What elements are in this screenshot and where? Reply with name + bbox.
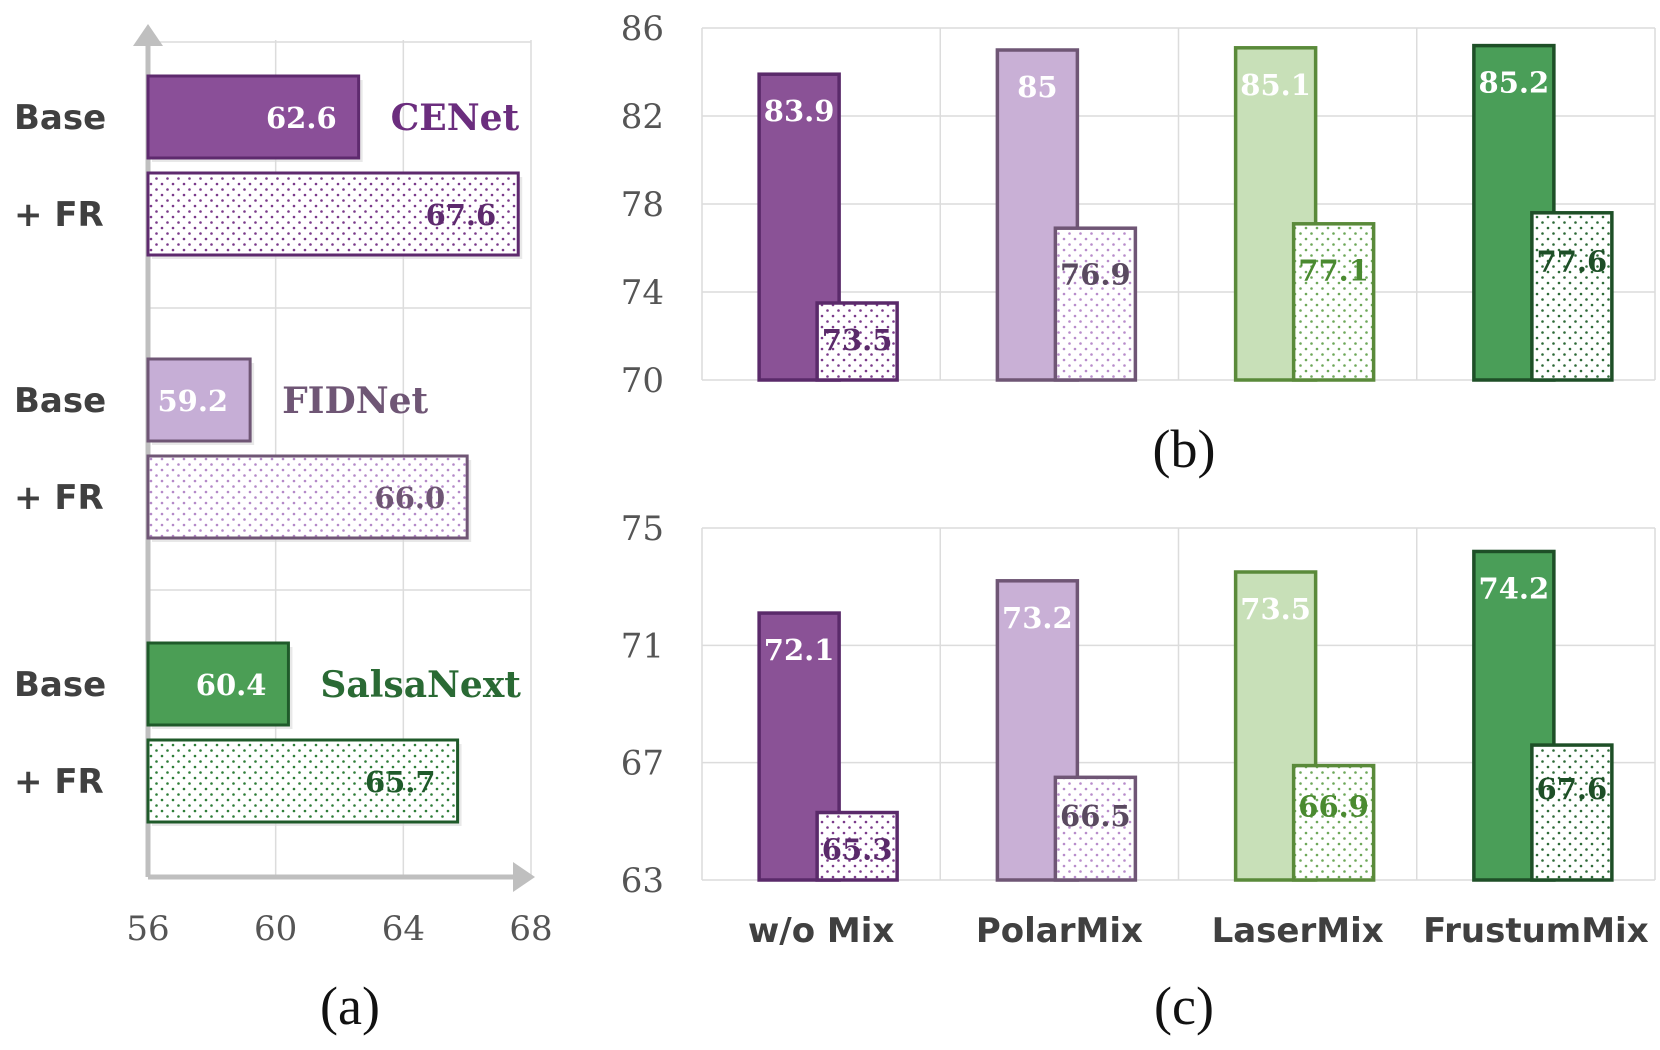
chart-a: 56 60 64 68 62.6 Base 67.6 + FR CENet 59.2 Base 66.… <box>14 24 553 1036</box>
row-label-a: Base <box>14 98 106 138</box>
y-tick-label-b: 70 <box>621 361 664 401</box>
model-label-fidnet: FIDNet <box>282 380 428 422</box>
category-label: LaserMix <box>1212 911 1384 951</box>
x-tick-label-a: 56 <box>126 909 169 949</box>
x-axis-arrow <box>513 862 535 892</box>
category-label: FrustumMix <box>1423 911 1649 951</box>
data-label-a: 67.6 <box>426 198 497 232</box>
x-tick-label-a: 64 <box>382 909 425 949</box>
row-label-a: Base <box>14 381 106 421</box>
x-tick-label-a: 68 <box>509 909 552 949</box>
bar-a-salsanext-fr <box>146 738 460 824</box>
bar-b-3-fr <box>1530 211 1614 382</box>
y-tick-label-c: 71 <box>621 626 664 666</box>
bar-c-0-fr <box>815 810 899 882</box>
row-label-a: + FR <box>14 478 104 518</box>
bar-b-0-fr <box>815 301 899 382</box>
chart-b: 86 82 78 74 70 83.9 73.5 85 76.9 85.1 77.1 85.2 77.6… <box>621 9 1656 479</box>
bar-a-cenet-fr <box>146 171 520 257</box>
y-tick-label-b: 82 <box>621 97 664 137</box>
y-tick-label-c: 75 <box>621 509 664 549</box>
data-label-b: 77.1 <box>1298 254 1369 288</box>
panel-label-b: (b) <box>1153 419 1216 479</box>
bar-c-2-fr <box>1291 763 1376 882</box>
bar-a-fidnet-fr <box>146 454 469 540</box>
panel-label-c: (c) <box>1154 976 1214 1036</box>
y-axis-arrow <box>133 24 163 46</box>
data-label-c: 74.2 <box>1479 571 1550 605</box>
data-label-b: 76.9 <box>1060 257 1131 291</box>
data-label-b: 85 <box>1017 70 1057 104</box>
y-tick-label-b: 78 <box>621 185 664 225</box>
data-label-c: 66.5 <box>1060 799 1131 833</box>
x-tick-label-a: 60 <box>254 909 297 949</box>
data-label-c: 67.6 <box>1537 772 1608 806</box>
data-label-b: 85.1 <box>1240 68 1311 102</box>
data-label-a: 66.0 <box>375 481 446 515</box>
category-label: PolarMix <box>976 911 1143 951</box>
bar-a-cenet-base <box>146 74 361 160</box>
data-label-a: 65.7 <box>365 765 436 799</box>
bar-a-salsanext-base <box>146 641 290 727</box>
data-label-c: 73.5 <box>1240 592 1311 626</box>
data-label-b: 83.9 <box>764 94 835 128</box>
data-label-a: 60.4 <box>196 668 267 702</box>
bar-b-1-fr <box>1053 226 1138 382</box>
data-label-c: 65.3 <box>822 833 893 867</box>
bar-a-fidnet-base <box>146 357 252 443</box>
data-label-a: 59.2 <box>157 384 228 418</box>
data-label-b: 73.5 <box>822 323 893 357</box>
bar-b-2-fr <box>1291 222 1376 382</box>
bar-c-1-fr <box>1053 775 1138 882</box>
y-tick-label-c: 67 <box>621 744 664 784</box>
data-label-b: 85.2 <box>1479 66 1550 100</box>
category-label: w/o Mix <box>748 911 895 951</box>
model-label-salsanext: SalsaNext <box>320 664 521 706</box>
row-label-a: Base <box>14 665 106 705</box>
data-label-c: 72.1 <box>764 633 835 667</box>
data-label-c: 66.9 <box>1298 789 1369 823</box>
model-label-cenet: CENet <box>391 97 520 139</box>
row-label-a: + FR <box>14 195 104 235</box>
data-label-b: 77.6 <box>1537 244 1608 278</box>
y-tick-label-b: 86 <box>621 9 664 49</box>
data-label-a: 62.6 <box>266 101 337 135</box>
chart-c: 75 71 67 63 72.1 65.3 w/o Mix 73.2 66.5 PolarMix 7… <box>621 509 1656 1036</box>
row-label-a: + FR <box>14 762 104 802</box>
panel-label-a: (a) <box>320 976 380 1036</box>
data-label-c: 73.2 <box>1002 601 1073 635</box>
bar-c-3-fr <box>1530 743 1614 882</box>
y-tick-label-b: 74 <box>621 273 664 313</box>
y-tick-label-c: 63 <box>621 861 664 901</box>
